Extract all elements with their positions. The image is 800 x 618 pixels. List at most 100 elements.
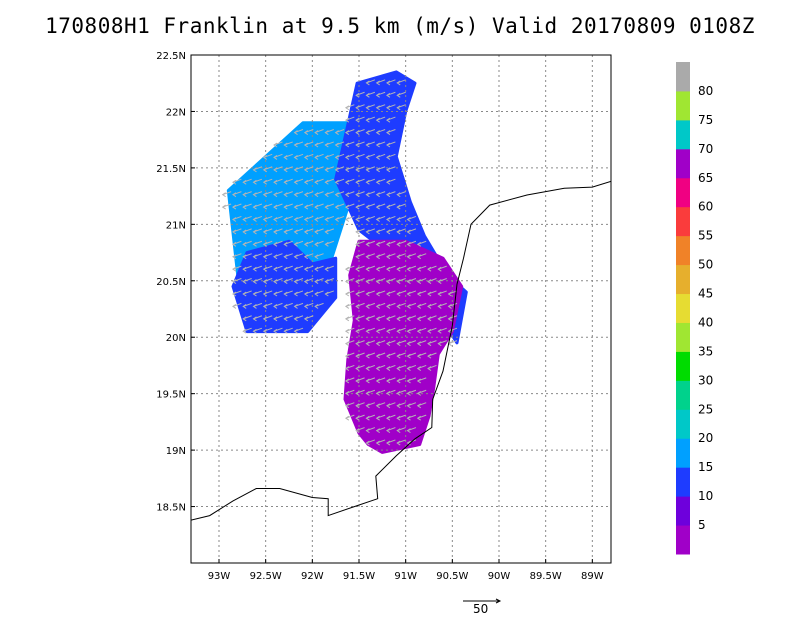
colorbar-label-11: 60 bbox=[698, 200, 713, 214]
wind-vector-head-114 bbox=[303, 304, 309, 309]
wind-vector-head-52 bbox=[344, 353, 350, 359]
wind-vector-head-259 bbox=[262, 204, 268, 210]
wind-vector-head-212 bbox=[314, 241, 319, 247]
wind-vector-head-56 bbox=[386, 353, 391, 359]
wind-vector-head-142 bbox=[396, 291, 401, 297]
wind-vector-head-98 bbox=[365, 316, 370, 322]
wind-vector-head-297 bbox=[293, 179, 298, 185]
wind-vector-head-244 bbox=[303, 217, 309, 222]
wind-vector-head-131 bbox=[273, 291, 278, 297]
wind-vector-head-6 bbox=[365, 428, 370, 434]
wind-vector-head-1 bbox=[375, 440, 380, 446]
wind-vector-head-280 bbox=[293, 192, 298, 198]
wind-vector-head-109 bbox=[252, 304, 257, 309]
wind-vector-head-7 bbox=[375, 428, 380, 434]
wind-vector-head-188 bbox=[232, 254, 237, 260]
wind-vector-head-265 bbox=[324, 204, 329, 210]
y-tick-label-7: 22N bbox=[166, 107, 186, 118]
wind-vector-head-117 bbox=[355, 304, 360, 309]
wind-vector-head-140 bbox=[375, 291, 380, 297]
wind-vector-head-41 bbox=[406, 378, 411, 384]
colorbar-swatch-10 bbox=[676, 235, 690, 266]
wind-vector-head-94 bbox=[293, 316, 298, 322]
wind-vector-head-172 bbox=[273, 266, 278, 272]
x-tick-label-4: 91W bbox=[394, 571, 417, 582]
wind-vector-head-54 bbox=[365, 353, 370, 359]
wind-vector-head-32 bbox=[396, 390, 401, 396]
wind-vector-head-260 bbox=[273, 204, 278, 210]
wind-vector-head-128 bbox=[242, 291, 247, 297]
wind-vector-head-192 bbox=[273, 254, 278, 260]
wind-vector-head-75 bbox=[273, 328, 278, 334]
colorbar-swatch-9 bbox=[676, 264, 690, 295]
colorbar-label-9: 50 bbox=[698, 258, 713, 272]
wind-vector-head-193 bbox=[283, 254, 288, 260]
wind-vector-head-315 bbox=[334, 167, 339, 173]
wind-vector-head-348 bbox=[314, 130, 319, 136]
wind-vector-head-302 bbox=[344, 179, 350, 185]
wind-vector-head-203 bbox=[416, 254, 422, 260]
wind-vector-head-159 bbox=[355, 279, 360, 285]
wind-vector-head-68 bbox=[416, 341, 422, 347]
wind-vector-head-293 bbox=[252, 179, 257, 185]
wind-vectors bbox=[221, 79, 458, 446]
wind-vector-head-186 bbox=[427, 266, 432, 272]
wind-vector-head-291 bbox=[232, 179, 237, 185]
wind-vector-head-274 bbox=[232, 192, 237, 198]
wind-vector-head-222 bbox=[242, 229, 247, 235]
wind-vector-head-257 bbox=[242, 204, 247, 210]
wind-vector-head-167 bbox=[437, 279, 442, 285]
wind-vector-head-89 bbox=[242, 316, 247, 322]
wind-vector-head-298 bbox=[303, 179, 309, 185]
colorbar-swatch-16 bbox=[676, 62, 690, 92]
wind-vector-head-272 bbox=[396, 204, 401, 210]
x-tick-label-0: 93W bbox=[208, 571, 231, 582]
wind-vector-head-263 bbox=[303, 204, 309, 210]
axis-ticks: 93W 92.5W 92W 91.5W 91W 90.5W 90W 89.5W 89W 18.5N… bbox=[156, 51, 603, 582]
wind-vector-head-101 bbox=[396, 316, 401, 322]
y-tick-label-5: 21N bbox=[166, 220, 186, 231]
wind-vector-head-275 bbox=[242, 192, 247, 198]
wind-vector-head-319 bbox=[375, 167, 380, 173]
wind-vector-head-342 bbox=[355, 142, 360, 148]
wind-vector-head-81 bbox=[375, 328, 380, 334]
colorbar-label-8: 45 bbox=[698, 287, 713, 301]
wind-vector-head-278 bbox=[273, 192, 278, 198]
wind-vector-head-352 bbox=[355, 130, 360, 136]
wind-vector-head-61 bbox=[344, 341, 350, 347]
colorbar-swatch-15 bbox=[676, 90, 690, 121]
wind-vector-head-16 bbox=[396, 415, 401, 421]
wind-vector-head-127 bbox=[232, 291, 237, 297]
wind-vector-head-361 bbox=[344, 105, 350, 111]
wind-vector-head-245 bbox=[314, 217, 319, 222]
wind-vector-head-183 bbox=[396, 266, 401, 272]
wind-vector-head-338 bbox=[314, 142, 319, 148]
wind-vector-head-161 bbox=[375, 279, 380, 285]
wind-vector-head-340 bbox=[334, 142, 339, 148]
wind-vector-head-289 bbox=[386, 192, 391, 198]
colorbar-swatch-3 bbox=[676, 438, 690, 468]
wind-vector-head-0 bbox=[365, 440, 370, 446]
wind-vector-head-65 bbox=[386, 341, 391, 347]
wind-vector-head-285 bbox=[344, 192, 350, 198]
wind-vector-head-335 bbox=[283, 142, 288, 148]
reference-vector-label: 50 bbox=[473, 602, 488, 616]
wind-vector-head-8 bbox=[386, 428, 391, 434]
wind-vector-head-141 bbox=[386, 291, 391, 297]
wind-vector-head-33 bbox=[406, 390, 411, 396]
wind-speed-regions bbox=[226, 70, 468, 454]
wind-vector-head-39 bbox=[386, 378, 391, 384]
wind-vector-head-286 bbox=[355, 192, 360, 198]
wind-vector-head-108 bbox=[242, 304, 247, 309]
plot-area: 93W 92.5W 92W 91.5W 91W 90.5W 90W 89.5W 89W 18.5N… bbox=[156, 51, 612, 582]
wind-vector-head-353 bbox=[365, 130, 370, 136]
wind-vector-head-216 bbox=[375, 241, 380, 247]
wind-vector-head-53 bbox=[355, 353, 360, 359]
wind-vector-head-354 bbox=[375, 130, 380, 136]
wind-vector-head-126 bbox=[447, 304, 452, 309]
wind-vector-head-236 bbox=[406, 229, 411, 235]
colorbar-swatch-14 bbox=[676, 119, 690, 150]
wind-vector-head-44 bbox=[355, 366, 360, 371]
wind-vector-head-164 bbox=[406, 279, 411, 285]
